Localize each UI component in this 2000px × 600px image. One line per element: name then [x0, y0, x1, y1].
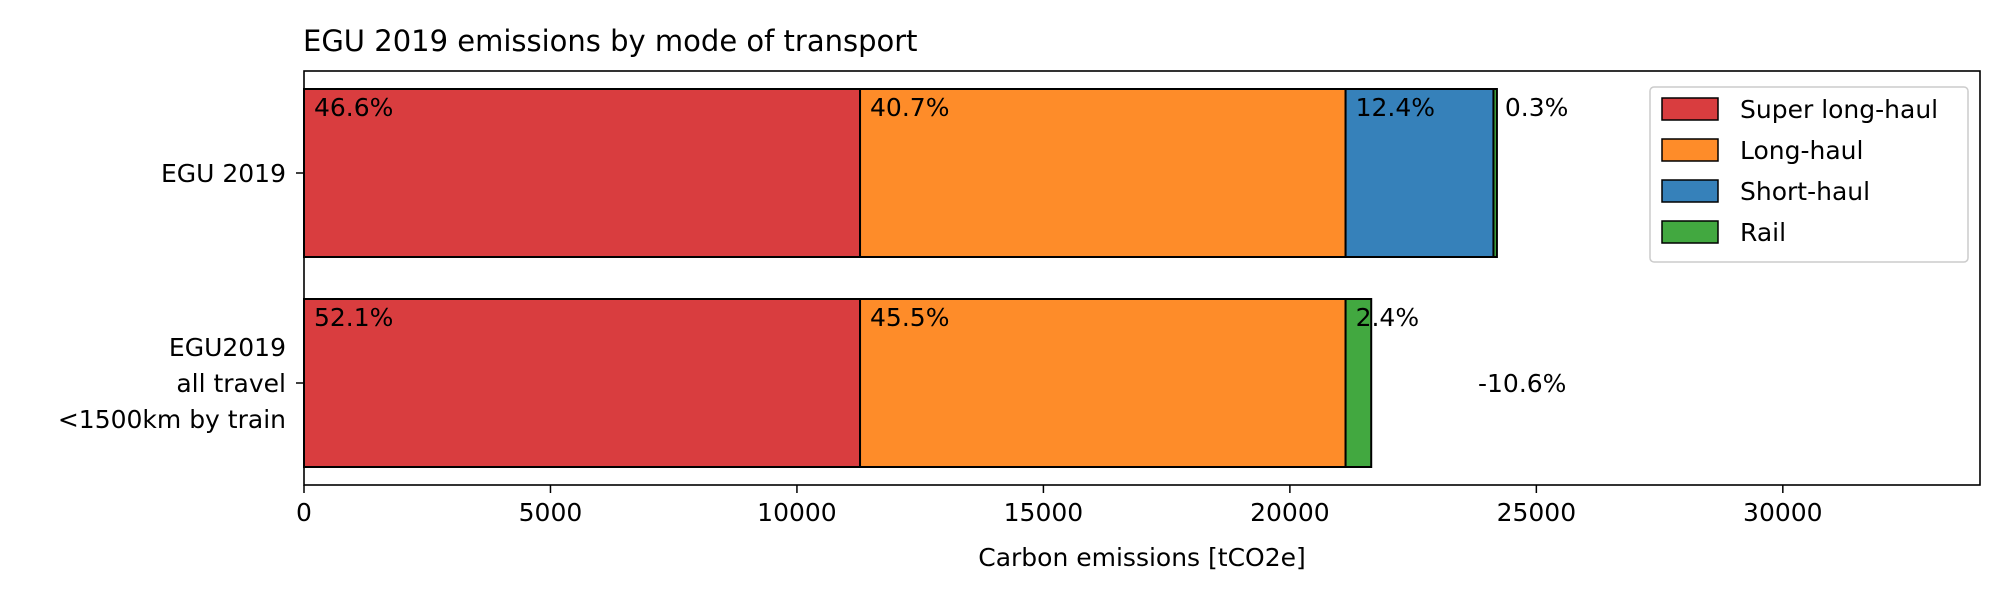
bar-segment-short-haul-0 [1344, 88, 1495, 258]
segment-label: 0.3% [1505, 93, 1569, 122]
legend-swatch [1661, 97, 1719, 121]
y-category-label: EGU 2019 [161, 159, 286, 188]
x-tick-label: 5000 [519, 498, 583, 527]
bar-segment-long-haul-0 [859, 88, 1347, 258]
legend-label: Super long-haul [1740, 95, 1938, 124]
bars-group [303, 88, 1498, 468]
segment-label: 52.1% [314, 303, 393, 332]
x-axis-label: Carbon emissions [tCO2e] [978, 543, 1306, 572]
segment-label: 45.5% [870, 303, 949, 332]
plot-area-frame [303, 70, 1981, 486]
segment-labels-group: 46.6% 40.7% 12.4% 0.3% 52.1% 45.5% 2.4% -10.6% [314, 93, 1568, 398]
segment-label: 40.7% [870, 93, 949, 122]
legend-label: Long-haul [1740, 136, 1863, 165]
legend-label: Rail [1740, 218, 1786, 247]
x-tick-label: 10000 [757, 498, 837, 527]
x-axis: 0 5000 10000 15000 20000 25000 30000 [296, 485, 1823, 527]
legend-swatch [1661, 179, 1719, 203]
legend-swatch [1661, 138, 1719, 162]
y-category-label: EGU2019 [169, 333, 286, 362]
chart-title: EGU 2019 emissions by mode of transport [303, 24, 918, 58]
bar-segment-rail-0 [1492, 88, 1498, 258]
x-tick-label: 0 [296, 498, 312, 527]
y-category-label: all travel [176, 369, 286, 398]
bar-segment-long-haul-1 [859, 298, 1347, 468]
x-tick-label: 20000 [1250, 498, 1330, 527]
change-annotation: -10.6% [1478, 369, 1566, 398]
legend-label: Short-haul [1740, 177, 1870, 206]
bar-segment-super-long-haul-1 [303, 298, 862, 468]
x-tick-label: 30000 [1743, 498, 1823, 527]
y-category-label: <1500km by train [58, 405, 286, 434]
segment-label: 12.4% [1356, 93, 1435, 122]
x-tick-label: 15000 [1004, 498, 1084, 527]
segment-label: 46.6% [314, 93, 393, 122]
legend-frame [1649, 86, 1969, 263]
legend-swatch [1661, 220, 1719, 244]
y-axis: EGU 2019 EGU2019 all travel <1500km by trai… [58, 159, 304, 434]
bar-segment-super-long-haul-0 [303, 88, 862, 258]
segment-label: 2.4% [1356, 303, 1420, 332]
x-tick-label: 25000 [1497, 498, 1577, 527]
bar-segment-rail-1 [1344, 298, 1373, 468]
legend: Super long-haul Long-haul Short-haul Rail [1649, 86, 1969, 263]
